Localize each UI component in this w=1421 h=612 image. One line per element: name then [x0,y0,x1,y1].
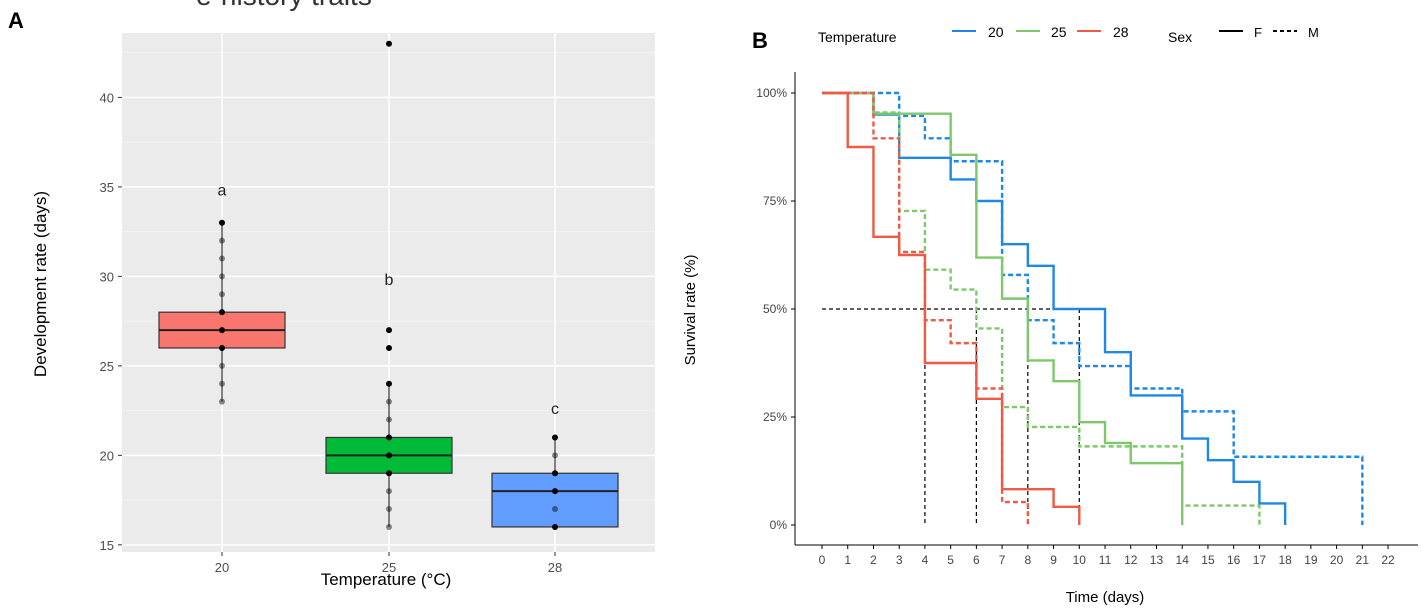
data-point [219,362,225,369]
data-point [219,398,225,405]
data-point [386,523,392,530]
legend-entry-25: 25 [1051,24,1067,40]
y-tick-label: 15 [100,538,114,553]
legend-entry-female: F [1254,25,1262,40]
panel-a-y-ticks: 15 20 25 30 35 40 [100,90,122,553]
x-tick-label: 17 [1253,553,1267,567]
data-point [552,523,558,530]
data-point [386,470,392,477]
panel-b-series [822,91,1364,525]
x-tick-label: 2 [870,553,877,567]
panel-b-label: B [752,28,768,53]
data-point [219,327,225,334]
data-point [219,273,225,280]
data-point [219,344,225,351]
data-point [552,452,558,459]
x-tick-label: 20 [215,560,229,575]
y-tick-label: 25% [763,410,787,424]
significance-letter-28: c [551,401,559,418]
legend-entry-male: M [1308,25,1319,40]
panel-b-y-axis-label: Survival rate (%) [682,255,699,366]
x-tick-label: 22 [1381,553,1395,567]
data-point [552,434,558,441]
x-tick-label: 14 [1176,553,1190,567]
panel-a-x-ticks: 20 25 28 [215,552,562,575]
significance-letter-20: a [218,182,227,199]
panel-a-x-axis-label: Temperature (°C) [321,570,452,589]
survival-curve-25-F [822,91,1184,525]
panel-b-x-ticks: 0 1 2 3 4 5 6 7 8 9 10 11 12 13 14 15 16 17 18 19 20 21 22 [819,545,1395,567]
y-tick-label: 50% [763,302,787,316]
panel-a-label: A [8,8,24,33]
y-tick-label: 20 [100,448,114,463]
data-point [386,452,392,459]
legend-entry-20: 20 [988,24,1004,40]
x-tick-label: 4 [922,553,929,567]
data-point [386,327,392,334]
x-tick-label: 25 [382,560,396,575]
x-tick-label: 20 [1330,553,1344,567]
survival-curve-28-F [822,91,1081,525]
panel-b-survival: B Temperature 20 25 28 Sex F M 0%25%50%7… [682,24,1418,606]
data-point [219,237,225,244]
data-point [219,255,225,262]
panel-b-y-ticks: 0% 25% 50% 75% 100% [756,86,795,532]
y-tick-label: 25 [100,359,114,374]
y-tick-label: 100% [756,86,787,100]
panel-a-y-axis-label: Development rate (days) [31,191,50,377]
y-tick-label: 30 [100,269,114,284]
x-tick-label: 11 [1099,553,1112,567]
x-tick-label: 0 [819,553,826,567]
x-tick-label: 16 [1227,553,1241,567]
y-tick-label: 35 [100,180,114,195]
panel-a-title-fragment: e-history traits [196,0,372,11]
y-tick-label: 0% [770,518,788,532]
x-tick-label: 8 [1024,553,1031,567]
survival-curve-20-M [822,91,1364,525]
data-point [219,380,225,387]
data-point [386,380,392,387]
x-tick-label: 6 [973,553,980,567]
x-tick-label: 1 [844,553,851,567]
data-point [386,416,392,423]
panel-a-boxplot: A e-history traits a b c 15 20 25 30 35 40 20 25… [8,0,655,589]
x-tick-label: 21 [1356,553,1370,567]
legend-temperature-title: Temperature [818,29,897,45]
x-tick-label: 12 [1124,553,1138,567]
data-point [552,506,558,513]
x-tick-label: 28 [548,560,562,575]
data-point [552,470,558,477]
data-point [386,434,392,441]
data-point [386,488,392,495]
box-28 [491,472,619,528]
x-tick-label: 7 [999,553,1006,567]
y-tick-label: 40 [100,90,114,105]
data-point [386,506,392,513]
significance-letter-25: b [385,272,394,289]
data-point [386,398,392,405]
x-tick-label: 3 [896,553,903,567]
x-tick-label: 13 [1150,553,1164,567]
data-point [552,488,558,495]
panel-b-x-axis-label: Time (days) [1066,589,1145,606]
data-point [386,40,392,47]
data-point [219,291,225,298]
survival-curve-20-F [822,91,1287,525]
data-point [219,309,225,316]
survival-curve-28-M [822,91,1030,525]
x-tick-label: 10 [1073,553,1087,567]
x-tick-label: 5 [947,553,954,567]
y-tick-label: 75% [763,194,787,208]
legend-entry-28: 28 [1113,24,1129,40]
legend-sex-title: Sex [1168,29,1192,45]
data-point [386,344,392,351]
data-point [219,219,225,226]
x-tick-label: 9 [1050,553,1057,567]
panel-a-boxes: a b c [158,40,619,530]
panel-b-legend: Temperature 20 25 28 Sex F M [818,24,1319,45]
x-tick-label: 19 [1304,553,1318,567]
x-tick-label: 18 [1278,553,1292,567]
x-tick-label: 15 [1201,553,1215,567]
